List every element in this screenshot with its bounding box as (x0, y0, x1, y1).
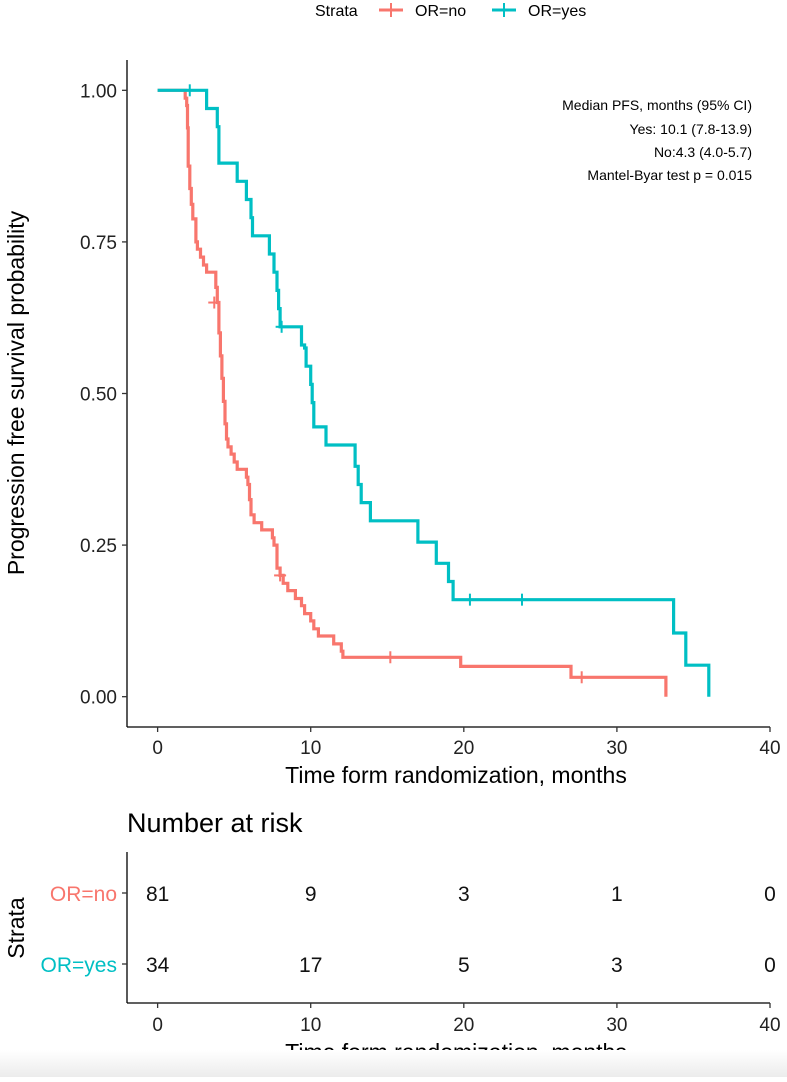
risk-count-or-yes: 17 (299, 954, 322, 977)
censor-mark-or-yes (463, 593, 476, 606)
x-tick-label: 10 (300, 738, 321, 759)
risk-count-or-no: 81 (146, 883, 169, 906)
survival-curve-or-no (157, 88, 668, 697)
legend-label-or-no: OR=no (415, 3, 466, 20)
risk-count-or-yes: 3 (611, 954, 623, 977)
risk-table-y-axis-label: Strata (3, 897, 29, 959)
risk-row-label-or-no: OR=no (50, 883, 117, 906)
legend-label-or-yes: OR=yes (528, 3, 586, 20)
annotation-line-2: Yes: 10.1 (7.8-13.9) (630, 121, 752, 137)
risk-table-title: Number at risk (127, 808, 303, 838)
risk-count-or-yes: 34 (146, 954, 170, 977)
x-ticks: 0 10 20 30 40 (152, 727, 781, 759)
y-tick-label: 0.00 (80, 688, 117, 709)
survival-curves (157, 88, 711, 697)
stats-annotation: Median PFS, months (95% CI) Yes: 10.1 (7… (562, 97, 752, 183)
risk-count-or-no: 9 (305, 883, 317, 906)
risk-count-or-no: 1 (611, 883, 623, 906)
censor-mark-or-yes (515, 593, 528, 606)
censor-marks (183, 84, 588, 684)
x-axis-label: Time form randomization, months (285, 762, 627, 788)
y-ticks: 0.00 0.25 0.50 0.75 1.00 (80, 81, 127, 709)
risk-count-or-yes: 0 (764, 954, 776, 977)
risk-count-or-no: 0 (764, 883, 776, 906)
censor-mark-or-yes (275, 320, 288, 333)
risk-x-tick-label: 0 (152, 1015, 163, 1036)
risk-x-tick-label: 10 (300, 1015, 321, 1036)
censor-mark-or-no (575, 671, 588, 684)
risk-count-or-yes: 5 (458, 954, 470, 977)
bottom-fade (0, 1050, 787, 1077)
km-plot: 0.00 0.25 0.50 0.75 1.00 0 10 20 30 40 Time form… (3, 60, 781, 788)
y-tick-label: 0.50 (80, 385, 117, 406)
censor-mark-or-no (274, 569, 287, 582)
risk-table-x-ticks: 0 10 20 30 40 (152, 1003, 781, 1036)
y-tick-label: 0.75 (80, 233, 117, 254)
censor-mark-or-yes (183, 84, 196, 97)
survival-curve-or-yes (157, 88, 711, 697)
y-tick-label: 1.00 (80, 81, 117, 102)
annotation-line-1: Median PFS, months (95% CI) (562, 97, 752, 113)
annotation-line-4: Mantel-Byar test p = 0.015 (587, 167, 752, 183)
risk-table: Number at risk OR=no 81 9 3 1 0OR=yes 34 17 5 3 0 … (3, 808, 781, 1065)
x-tick-label: 0 (152, 738, 163, 759)
censor-mark-or-no (208, 296, 221, 309)
legend-title: Strata (315, 3, 358, 20)
risk-x-tick-label: 20 (453, 1015, 474, 1036)
y-axis-label: Progression free survival probability (3, 210, 29, 575)
legend: Strata OR=no OR=yes (315, 3, 586, 20)
risk-row-label-or-yes: OR=yes (41, 954, 117, 977)
risk-x-tick-label: 40 (759, 1015, 780, 1036)
x-tick-label: 20 (453, 738, 474, 759)
x-tick-label: 30 (606, 738, 627, 759)
annotation-line-3: No:4.3 (4.0-5.7) (654, 144, 752, 160)
risk-x-tick-label: 30 (606, 1015, 627, 1036)
x-tick-label: 40 (759, 738, 780, 759)
y-tick-label: 0.25 (80, 536, 117, 557)
risk-table-rows: OR=no 81 9 3 1 0 OR=yes 34 17 5 3 0 (41, 883, 776, 977)
risk-count-or-no: 3 (458, 883, 470, 906)
censor-mark-or-no (384, 651, 397, 664)
